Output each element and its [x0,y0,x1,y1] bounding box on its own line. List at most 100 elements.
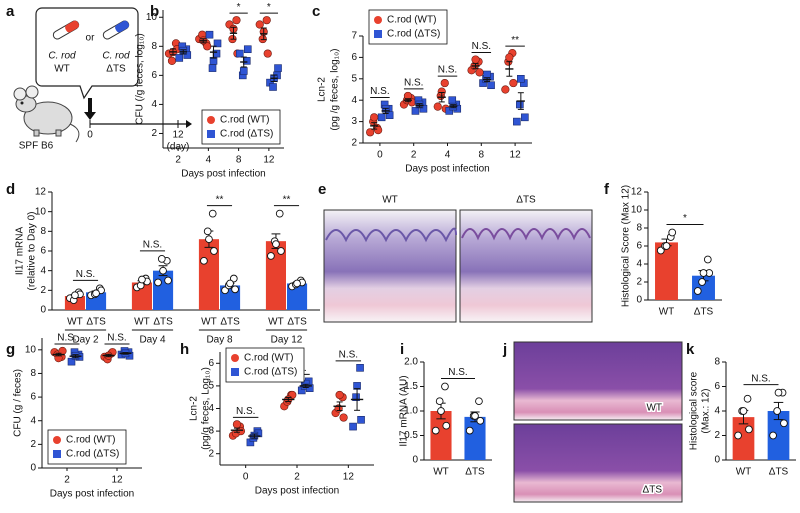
data-point [235,49,244,58]
y-tick-label: 6 [30,392,36,403]
legend-marker [231,368,239,376]
tube-wt [52,20,80,40]
significance-label: N.S. [236,406,255,417]
significance-label: * [267,2,271,13]
legend-label: C.rod (WT) [66,435,115,446]
data-point [183,51,192,59]
significance-label: N.S. [76,269,95,280]
micrograph-label: ΔTS [643,485,663,496]
data-point [475,397,483,406]
legend-box [368,9,448,45]
panel-letter: j [502,341,507,358]
legend-label: C.rod (ΔTS) [220,129,273,140]
data-point [167,56,177,65]
data-point [471,55,480,64]
data-point [205,235,213,244]
data-point [509,78,518,88]
y-tick-label: 6 [151,70,157,81]
data-point [205,30,214,39]
significance-label: N.S. [370,86,389,97]
data-point [305,384,314,392]
significance-label: ** [511,35,519,46]
y-tick-label: 2 [714,430,720,441]
panel-letter: h [180,341,189,358]
x-tick-label: WT [433,467,449,478]
x-tick-label: 2 [64,475,70,486]
y-axis-label: (relative to Day 0) [27,212,38,291]
y-tick-label: 8 [30,368,36,379]
data-point [92,289,100,298]
y-tick-label: 3 [351,116,357,127]
y-tick-label: 8 [151,41,157,52]
data-point [699,269,708,277]
y-tick-label: 4 [208,403,214,414]
data-point [231,285,239,294]
panel-letter: f [604,181,610,198]
y-tick-label: 10 [25,344,37,355]
significance-label: * [683,213,687,224]
data-point [780,419,788,428]
data-point [501,85,510,94]
legend-label: C.rod (WT) [387,15,436,26]
data-point [154,278,162,287]
data-point [339,413,348,422]
data-point [210,247,218,255]
data-point [471,412,479,420]
y-axis-label: (Max.: 12) [701,388,712,433]
data-point [159,266,167,275]
bar-label: WT [134,317,150,328]
significance-label: N.S. [143,240,162,251]
legend-marker [207,130,215,138]
y-tick-label: 0 [40,305,46,316]
x-tick-label: 12 [510,150,522,161]
strain-type: ΔTS [106,64,126,75]
micrograph [513,341,683,421]
y-tick-label: 0 [714,455,720,466]
data-point [411,107,420,115]
data-point [67,357,76,366]
schematic: a C. rod WT or C. rod ΔTS SPF B6 0 12 (d… [6,3,192,153]
data-point [263,49,272,58]
data-point [743,394,752,403]
y-axis-label: Il17 mRNA (AU) [399,375,410,446]
bar [198,239,219,310]
timeline-unit: (day) [167,142,190,153]
data-point [200,256,208,265]
legend-marker [374,30,382,38]
data-point [157,255,166,263]
data-point [487,81,495,90]
y-tick-label: 6 [714,381,720,392]
bar-label: WT [268,317,284,328]
significance-label: N.S. [404,78,423,89]
y-tick-label: 10 [35,206,47,217]
bar-label: WT [67,317,83,328]
micrograph-label: WT [646,403,662,414]
y-tick-label: 6 [40,246,46,257]
micrograph [513,423,683,503]
x-tick-label: 8 [236,155,242,166]
y-tick-label: 2 [151,128,157,139]
legend-marker [374,16,382,24]
data-point [269,83,277,91]
x-tick-label: 12 [111,475,123,486]
data-point [668,228,677,237]
y-tick-label: 6 [351,52,357,63]
data-point [521,113,529,122]
data-point [693,287,702,295]
data-point [232,420,242,429]
or-text: or [86,33,96,44]
data-point [448,96,457,104]
data-point [356,364,364,372]
data-point [662,242,671,250]
x-tick-label: WT [659,307,675,318]
data-point [431,426,440,435]
data-point [277,247,285,255]
bar-label: WT [201,317,217,328]
y-tick-label: 12 [35,187,47,198]
crypts [461,228,591,241]
timeline-label: 0 [87,130,93,141]
timeline-label: 12 [172,130,184,141]
legend-marker [53,450,61,458]
data-point [505,53,514,62]
